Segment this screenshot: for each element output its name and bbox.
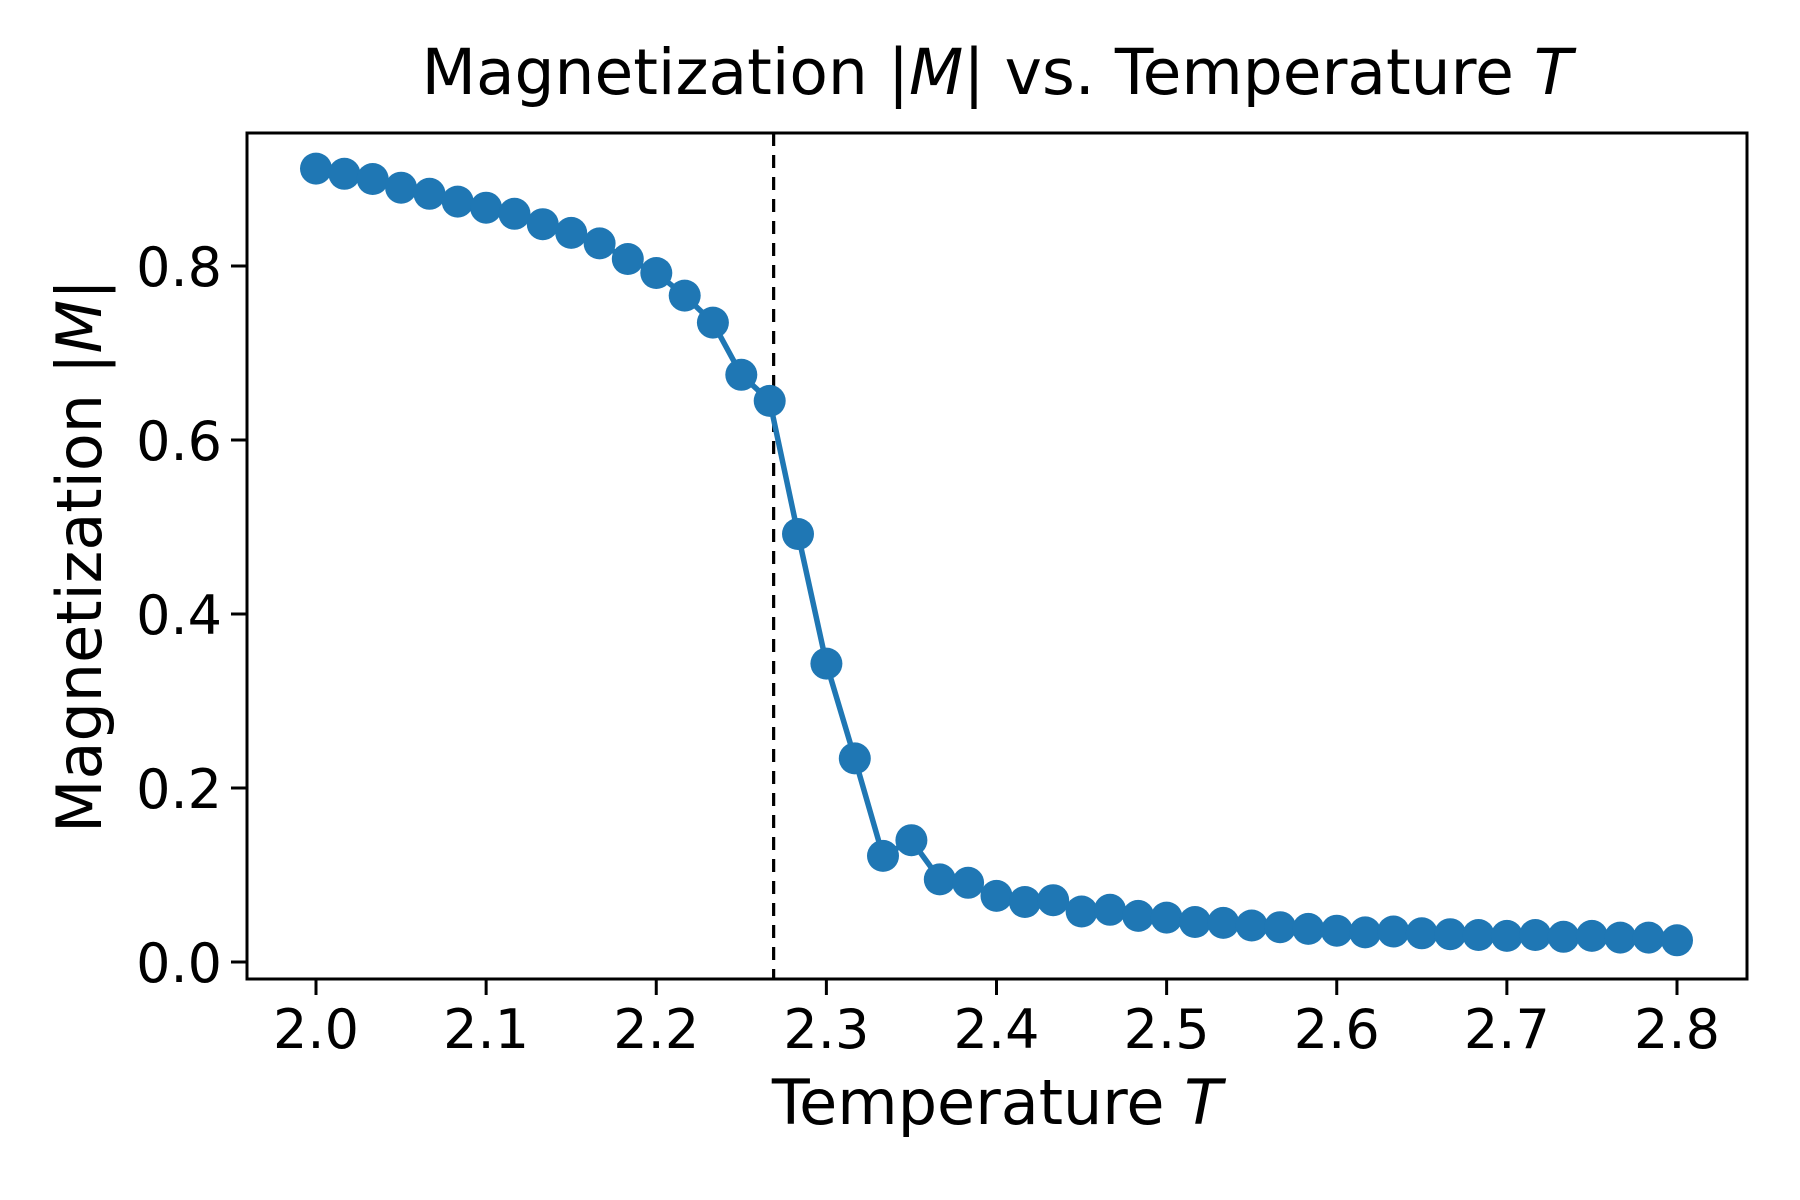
data-point — [498, 197, 531, 230]
data-point — [725, 358, 758, 391]
data-point — [441, 185, 474, 218]
data-point — [782, 518, 814, 550]
data-point — [470, 191, 503, 224]
x-tick-label: 2.2 — [613, 998, 699, 1061]
data-point — [1632, 921, 1665, 954]
x-tick-label: 2.5 — [1124, 998, 1210, 1061]
data-point — [1179, 906, 1211, 938]
data-point — [413, 177, 446, 210]
data-point — [923, 863, 956, 896]
plot-border — [245, 131, 1749, 981]
data-point — [980, 879, 1013, 912]
data-point — [1065, 895, 1098, 928]
data-point — [1462, 919, 1495, 951]
y-tick-label: 0.2 — [136, 758, 222, 821]
data-point — [1292, 912, 1325, 945]
data-point — [356, 163, 389, 195]
data-point — [555, 216, 588, 249]
series-line — [313, 165, 1680, 944]
x-tick-label: 2.8 — [1634, 998, 1720, 1061]
x-tick-label: 2.6 — [1294, 998, 1380, 1061]
y-tick-label: 0.6 — [136, 410, 222, 473]
data-point — [526, 208, 559, 241]
data-point — [385, 171, 418, 204]
data-point — [838, 742, 871, 775]
data-point — [1547, 920, 1580, 953]
data-point — [611, 243, 644, 275]
data-point — [753, 384, 786, 417]
data-point — [300, 152, 332, 185]
x-tick-label: 2.0 — [273, 998, 359, 1061]
data-point — [1094, 893, 1126, 926]
x-axis-label: Temperature T — [771, 1066, 1226, 1139]
data-point — [1008, 886, 1041, 918]
data-series — [300, 152, 1693, 957]
data-point — [1320, 914, 1353, 947]
x-tick-label: 2.7 — [1464, 998, 1550, 1061]
chart-title: Magnetization |M| vs. Temperature T — [422, 36, 1577, 110]
x-tick-label: 2.4 — [954, 998, 1040, 1061]
data-point — [1405, 917, 1438, 950]
data-point — [1037, 884, 1070, 917]
data-point — [696, 306, 729, 339]
data-point — [1434, 918, 1467, 951]
y-axis-tick-labels: 0.0 0.2 0.4 0.6 0.8 — [136, 236, 222, 995]
y-tick-label: 0.8 — [136, 236, 222, 299]
data-point — [1150, 901, 1183, 934]
data-point — [1661, 924, 1693, 957]
x-tick-label: 2.1 — [443, 998, 529, 1061]
data-point — [952, 866, 985, 899]
data-point — [328, 157, 361, 190]
y-axis-ticks — [231, 264, 247, 964]
y-tick-label: 0.0 — [136, 932, 222, 995]
data-point — [1377, 915, 1410, 948]
data-point — [1207, 906, 1240, 939]
y-axis-label: Magnetization |M| — [43, 279, 117, 833]
data-point — [1519, 919, 1552, 951]
data-point — [1264, 911, 1297, 944]
x-axis-tick-labels: 2.0 2.1 2.2 2.3 2.4 2.5 2.6 2.7 2.8 — [273, 998, 1720, 1061]
data-point — [1349, 916, 1382, 949]
data-point — [668, 279, 701, 312]
data-point — [810, 647, 843, 680]
x-axis-ticks — [314, 979, 1679, 995]
data-point — [583, 227, 616, 260]
x-tick-label: 2.3 — [783, 998, 869, 1061]
data-point — [1575, 919, 1608, 952]
data-point — [1604, 921, 1637, 954]
data-point — [640, 257, 673, 289]
data-point — [1235, 909, 1268, 942]
data-point — [1490, 919, 1523, 952]
data-point — [867, 839, 899, 872]
data-point — [895, 824, 928, 857]
data-point — [1122, 899, 1155, 932]
y-tick-label: 0.4 — [136, 584, 222, 647]
